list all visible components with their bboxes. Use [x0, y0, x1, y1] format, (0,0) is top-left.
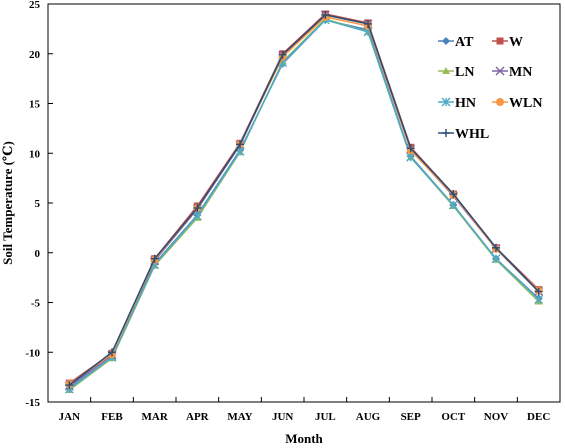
- axes: -15 -10 -5 0 5 10 15 20 25 JAN FEB MAR APR MAY JUN JUL A…: [25, 0, 561, 423]
- legend-label-mn: MN: [509, 65, 532, 80]
- legend-marker-wln: [496, 98, 504, 106]
- data-point-whl: [150, 254, 159, 263]
- legend-label-wln: WLN: [509, 96, 542, 111]
- data-point-whl: [406, 144, 415, 153]
- legend-marker-hn: [441, 97, 451, 107]
- data-point-whl: [534, 287, 543, 296]
- y-tick-label: 15: [29, 99, 41, 111]
- legend-item-whl: WHL: [438, 127, 489, 142]
- data-point-whl: [108, 348, 116, 357]
- data-point-whl: [321, 10, 330, 19]
- x-tick-label: JAN: [59, 411, 80, 423]
- legend-marker-mn-stroke: [495, 66, 505, 76]
- data-point-whl: [449, 190, 458, 199]
- x-tick-label: AUG: [356, 411, 381, 423]
- legend-item-wln: WLN: [492, 96, 542, 111]
- data-point-whl: [278, 50, 287, 59]
- x-tick-label: FEB: [101, 411, 123, 423]
- x-tick-label: NOV: [484, 411, 509, 423]
- y-tick-label: 25: [29, 0, 41, 11]
- legend-label-whl: WHL: [455, 127, 489, 142]
- x-tick-label: JUL: [315, 411, 336, 423]
- legend-label-ln: LN: [455, 65, 474, 80]
- x-tick-label: MAR: [142, 411, 169, 423]
- legend-label-at: AT: [455, 35, 474, 50]
- legend-item-at: AT: [438, 35, 474, 50]
- data-point-whl: [492, 243, 500, 252]
- legend-item-hn: HN: [438, 96, 476, 111]
- data-point-whl: [236, 140, 244, 149]
- x-tick-label: DEC: [527, 411, 550, 423]
- legend-marker-mn: [495, 66, 505, 76]
- series-whl: [65, 10, 543, 390]
- legend-item-mn: MN: [492, 65, 532, 80]
- legend-label-hn: HN: [455, 96, 476, 111]
- x-tick-label: APR: [186, 411, 210, 423]
- data-point-whl: [193, 203, 202, 212]
- x-tick-label: SEP: [401, 411, 421, 423]
- y-tick-label: 0: [35, 248, 41, 260]
- data-point-hn: [534, 295, 544, 304]
- x-tick-label: MAY: [227, 411, 252, 423]
- data-point-whl: [364, 19, 372, 28]
- y-tick-label: -5: [31, 298, 41, 310]
- x-tick-label: JUN: [272, 411, 293, 423]
- x-tick-label: OCT: [441, 411, 466, 423]
- series-line-hn: [68, 19, 540, 390]
- data-point-hn: [406, 152, 416, 162]
- series-line-whl: [68, 14, 540, 386]
- y-tick-label: -10: [25, 347, 40, 359]
- legend-item-w: W: [492, 35, 523, 50]
- legend-marker-at: [442, 37, 450, 45]
- data-point-hn: [192, 211, 202, 221]
- x-axis-title: Month: [285, 431, 323, 446]
- legend-marker-ln: [442, 67, 450, 74]
- y-tick-label: -15: [25, 397, 40, 409]
- legend-label-w: W: [509, 35, 523, 50]
- data-point-hn: [448, 200, 458, 210]
- series-layer: [64, 10, 544, 394]
- legend-marker-w: [496, 37, 504, 45]
- data-point-whl: [65, 381, 74, 390]
- legend-item-ln: LN: [438, 65, 474, 80]
- y-tick-label: 10: [29, 148, 41, 160]
- y-tick-label: 20: [29, 49, 41, 61]
- y-tick-label: 5: [35, 198, 41, 210]
- data-point-hn: [491, 254, 501, 264]
- legend-marker-whl: [442, 129, 450, 137]
- y-axis-title: Soil Temperature (℃): [0, 141, 15, 265]
